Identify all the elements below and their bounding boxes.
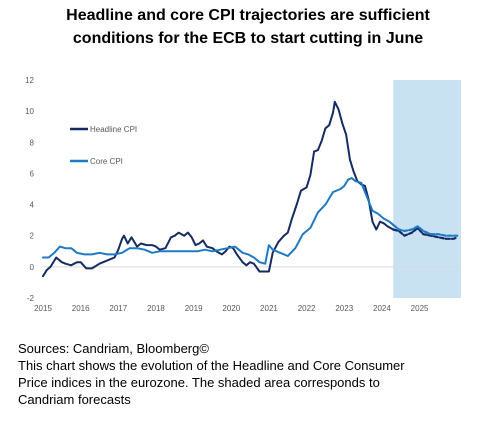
x-tick-label: 2023: [335, 304, 353, 313]
series-line-core-cpi: [42, 177, 395, 265]
x-tick-label: 2018: [147, 304, 165, 313]
x-tick-label: 2019: [185, 304, 203, 313]
y-tick-label: 10: [25, 107, 34, 116]
legend-label: Core CPI: [90, 157, 123, 166]
legend: Headline CPI Core CPI: [70, 125, 137, 166]
y-tick-label: 6: [30, 169, 35, 178]
x-axis-ticks: 2015 2016 2017 2018 2019 2020 2021 2022 2023 2024…: [34, 304, 429, 313]
x-tick-label: 2017: [109, 304, 127, 313]
description-line-3: Candriam forecasts: [18, 392, 131, 407]
x-tick-label: 2021: [260, 304, 278, 313]
x-tick-label: 2020: [222, 304, 240, 313]
x-tick-label: 2022: [298, 304, 316, 313]
x-tick-label: 2015: [34, 304, 52, 313]
x-tick-label: 2016: [72, 304, 90, 313]
series-line-headline-cpi-forecast: [392, 226, 459, 240]
chart-notes: Sources: Candriam, Bloomberg© This chart…: [18, 340, 488, 408]
x-tick-label: 2025: [411, 304, 429, 313]
description-line-1: This chart shows the evolution of the He…: [18, 358, 405, 373]
chart-title-line-1: Headline and core CPI trajectories are s…: [66, 7, 430, 24]
cpi-line-chart: -2 0 2 4 6 8 10 12 2015 2016 2017 2018 2019 2020 2021…: [25, 76, 461, 313]
chart-title-line-2: conditions for the ECB to start cutting …: [72, 30, 424, 47]
legend-label: Headline CPI: [90, 125, 137, 134]
x-tick-label: 2024: [373, 304, 391, 313]
forecast-shaded-area: [393, 80, 461, 298]
series-layer: [42, 100, 459, 278]
description-line-2: Price indices in the eurozone. The shade…: [18, 375, 380, 390]
y-axis-ticks: -2 0 2 4 6 8 10 12: [25, 76, 34, 303]
y-tick-label: 12: [25, 76, 34, 85]
y-tick-label: 2: [30, 232, 35, 241]
y-tick-label: 0: [30, 263, 35, 272]
chart-title: Headline and core CPI trajectories are s…: [0, 4, 496, 50]
series-line-core-cpi-forecast: [392, 223, 459, 237]
sources-text: Sources: Candriam, Bloomberg©: [18, 341, 209, 356]
y-tick-label: 4: [30, 201, 35, 210]
y-tick-label: 8: [30, 138, 35, 147]
y-tick-label: -2: [27, 294, 35, 303]
